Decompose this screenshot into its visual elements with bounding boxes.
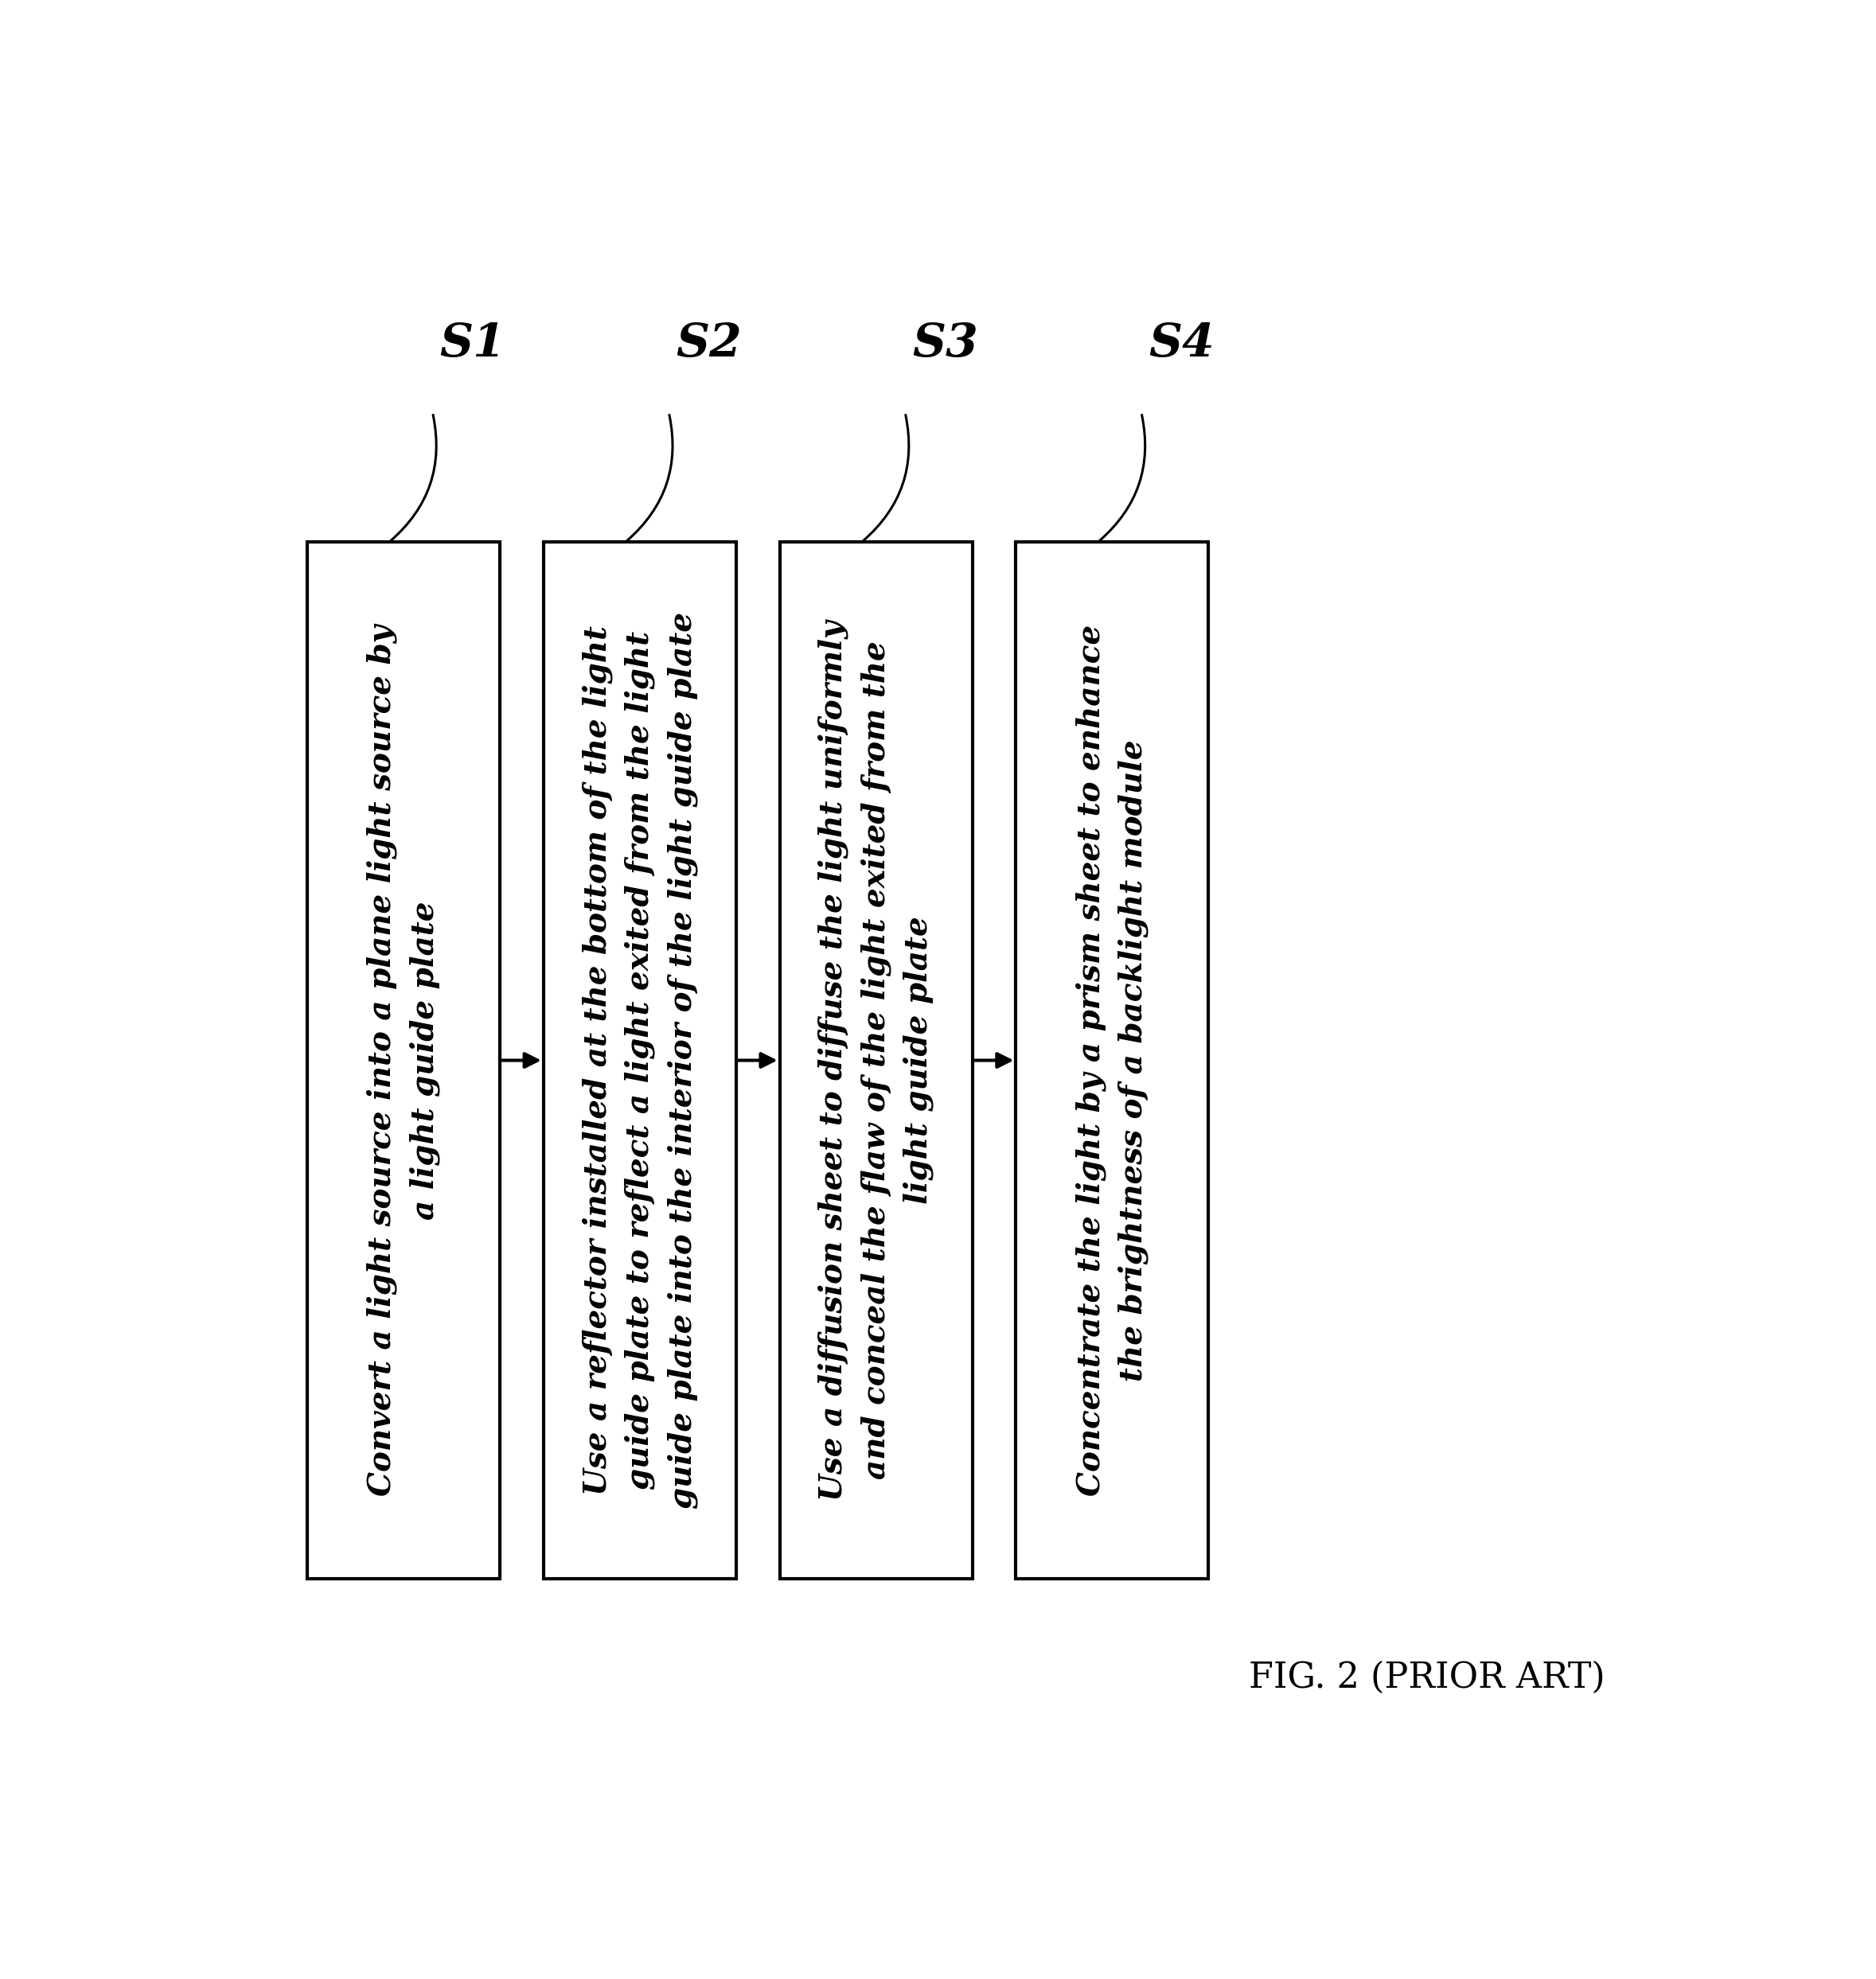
FancyBboxPatch shape xyxy=(780,542,972,1579)
Text: S4: S4 xyxy=(1148,323,1214,366)
Text: FIG. 2 (PRIOR ART): FIG. 2 (PRIOR ART) xyxy=(1249,1660,1604,1694)
Text: Concentrate the light by a prism sheet to enhance
the brightness of a backlight : Concentrate the light by a prism sheet t… xyxy=(1075,625,1148,1496)
Text: S3: S3 xyxy=(912,323,977,366)
FancyBboxPatch shape xyxy=(1017,542,1208,1579)
FancyBboxPatch shape xyxy=(308,542,499,1579)
FancyBboxPatch shape xyxy=(544,542,735,1579)
Text: Use a reflector installed at the bottom of the light
guide plate to reflect a li: Use a reflector installed at the bottom … xyxy=(582,612,698,1508)
Text: S2: S2 xyxy=(675,323,743,366)
Text: S1: S1 xyxy=(439,323,507,366)
Text: Use a diffusion sheet to diffuse the light uniformly
and conceal the flaw of the: Use a diffusion sheet to diffuse the lig… xyxy=(818,619,934,1500)
Text: Convert a light source into a plane light source by
a light guide plate: Convert a light source into a plane ligh… xyxy=(368,625,441,1496)
